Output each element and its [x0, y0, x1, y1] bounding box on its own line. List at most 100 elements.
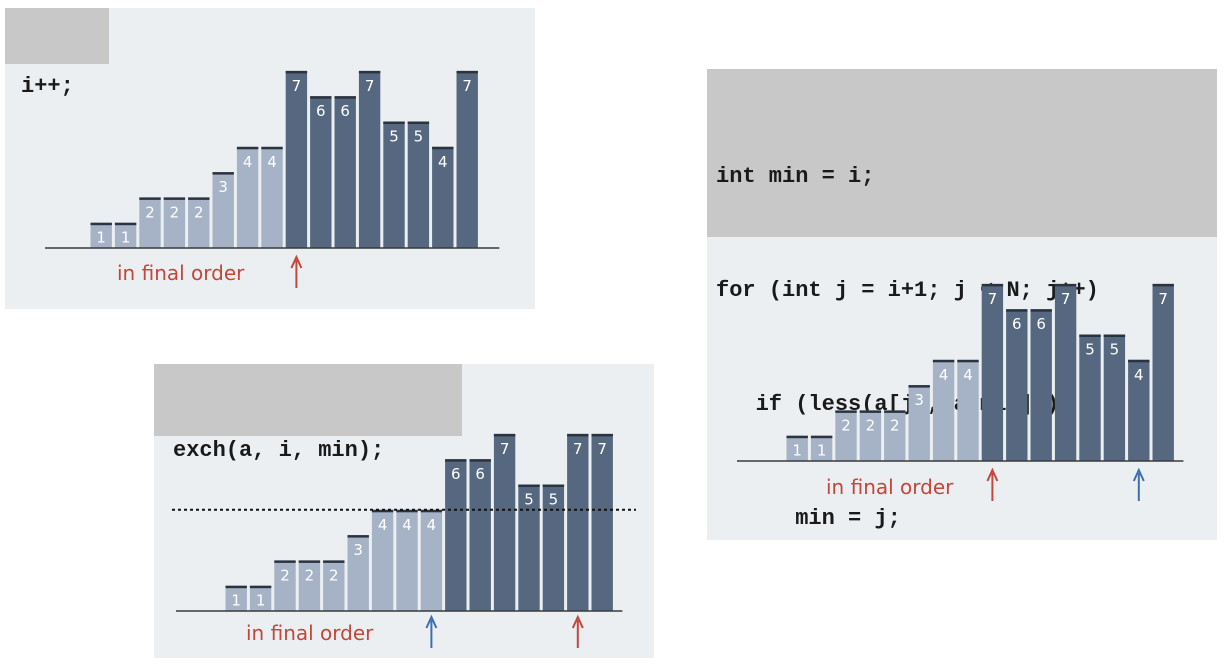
bar [445, 459, 467, 611]
bar-cap [456, 70, 478, 74]
bar-label: 4 [243, 153, 253, 171]
bar-cap [1030, 309, 1052, 312]
bar-diagram-exchange: in final order 1 12 2 234 4 46 675 57 7 [172, 433, 636, 648]
bar [957, 359, 979, 461]
bar [249, 585, 272, 611]
bar-label: 6 [1012, 315, 1022, 333]
bar [1128, 359, 1150, 461]
bar-cap [1079, 334, 1101, 337]
bar-label: 4 [402, 516, 412, 534]
bar-label: 4 [267, 153, 277, 171]
caption-in-final-order: in final order [246, 621, 374, 645]
bar-cap [396, 509, 418, 513]
bar [493, 433, 516, 611]
bar-cap [383, 121, 405, 124]
bar-label: 5 [524, 491, 534, 509]
bar [432, 146, 454, 248]
bar-diagram-increment: in final order 1 12 2 234 476 675 547 [45, 70, 500, 288]
bar-label: 4 [378, 516, 388, 534]
bar [298, 560, 321, 611]
bar [212, 172, 234, 248]
bar-cap [212, 172, 234, 175]
blue-arrow-icon [1132, 467, 1145, 501]
bar-cap [407, 121, 430, 124]
bar-label: 7 [988, 290, 998, 308]
bar-label: 7 [1061, 290, 1071, 308]
bar-label: 6 [340, 102, 350, 120]
bar [567, 433, 589, 611]
bar-label: 4 [939, 366, 949, 384]
bar-cap [469, 459, 491, 462]
bar [1152, 283, 1174, 461]
bar-label: 6 [451, 465, 461, 483]
bar-cap [334, 96, 356, 99]
bar [835, 410, 857, 461]
bar [188, 197, 210, 248]
code-line: exch(a, i, min); [173, 438, 385, 463]
bar-cap [139, 197, 161, 200]
bar-cap [358, 70, 381, 74]
bar [591, 433, 613, 611]
bar-cap [432, 146, 454, 150]
bar [396, 509, 418, 611]
bar-label: 7 [597, 440, 607, 458]
bar [1006, 309, 1028, 461]
bar [884, 410, 906, 461]
bar-cap [542, 484, 565, 487]
bar [163, 197, 186, 248]
bar [469, 459, 491, 611]
bar-label: 7 [462, 77, 472, 95]
bar-label: 2 [145, 203, 155, 221]
bar-label: 5 [549, 491, 559, 509]
bar [90, 222, 112, 248]
bar [236, 146, 259, 248]
bar [420, 509, 443, 611]
code-line-1: int min = i; [716, 164, 875, 189]
code-line-2: for (int j = i+1; j < N; j++) [716, 278, 1099, 303]
bar-label: 3 [914, 391, 924, 409]
bar-cap [163, 197, 186, 200]
red-arrow-icon [290, 254, 303, 288]
blue-arrow-icon [425, 614, 438, 648]
bar [261, 146, 283, 248]
bar [407, 121, 430, 248]
bar [1054, 283, 1077, 461]
bar [518, 484, 540, 611]
bar-cap [932, 359, 955, 363]
bar-cap [884, 410, 906, 413]
bar [1079, 334, 1101, 461]
bar [139, 197, 161, 248]
bar-cap [957, 359, 979, 363]
bar [1030, 309, 1052, 461]
bar-label: 1 [96, 229, 106, 247]
bar-label: 7 [365, 77, 375, 95]
bar-label: 4 [963, 366, 973, 384]
bar [859, 410, 882, 461]
bar-cap [591, 433, 613, 437]
bar-label: 6 [1036, 315, 1046, 333]
bar [274, 560, 296, 611]
code-block-exchange: exch(a, i, min); [154, 364, 462, 463]
bar-label: 2 [329, 566, 339, 584]
bar-label: 2 [841, 416, 851, 434]
bar-label: 3 [218, 178, 228, 196]
bar-label: 2 [280, 566, 290, 584]
bar-cap [810, 435, 833, 439]
caption-in-final-order: in final order [117, 261, 245, 285]
bar-label: 1 [121, 229, 131, 247]
bar-label: 2 [170, 203, 180, 221]
bar-label: 6 [475, 465, 485, 483]
bar [310, 96, 332, 248]
bar-cap [261, 146, 283, 150]
bar [456, 70, 478, 249]
bar-label: 2 [194, 203, 204, 221]
bar-label: 5 [414, 128, 424, 146]
bar [1103, 334, 1126, 461]
red-arrow-icon [571, 614, 584, 648]
bar [542, 484, 565, 611]
bar [383, 121, 405, 248]
bar [114, 222, 137, 248]
bar [285, 70, 308, 249]
bar-cap [835, 410, 857, 413]
